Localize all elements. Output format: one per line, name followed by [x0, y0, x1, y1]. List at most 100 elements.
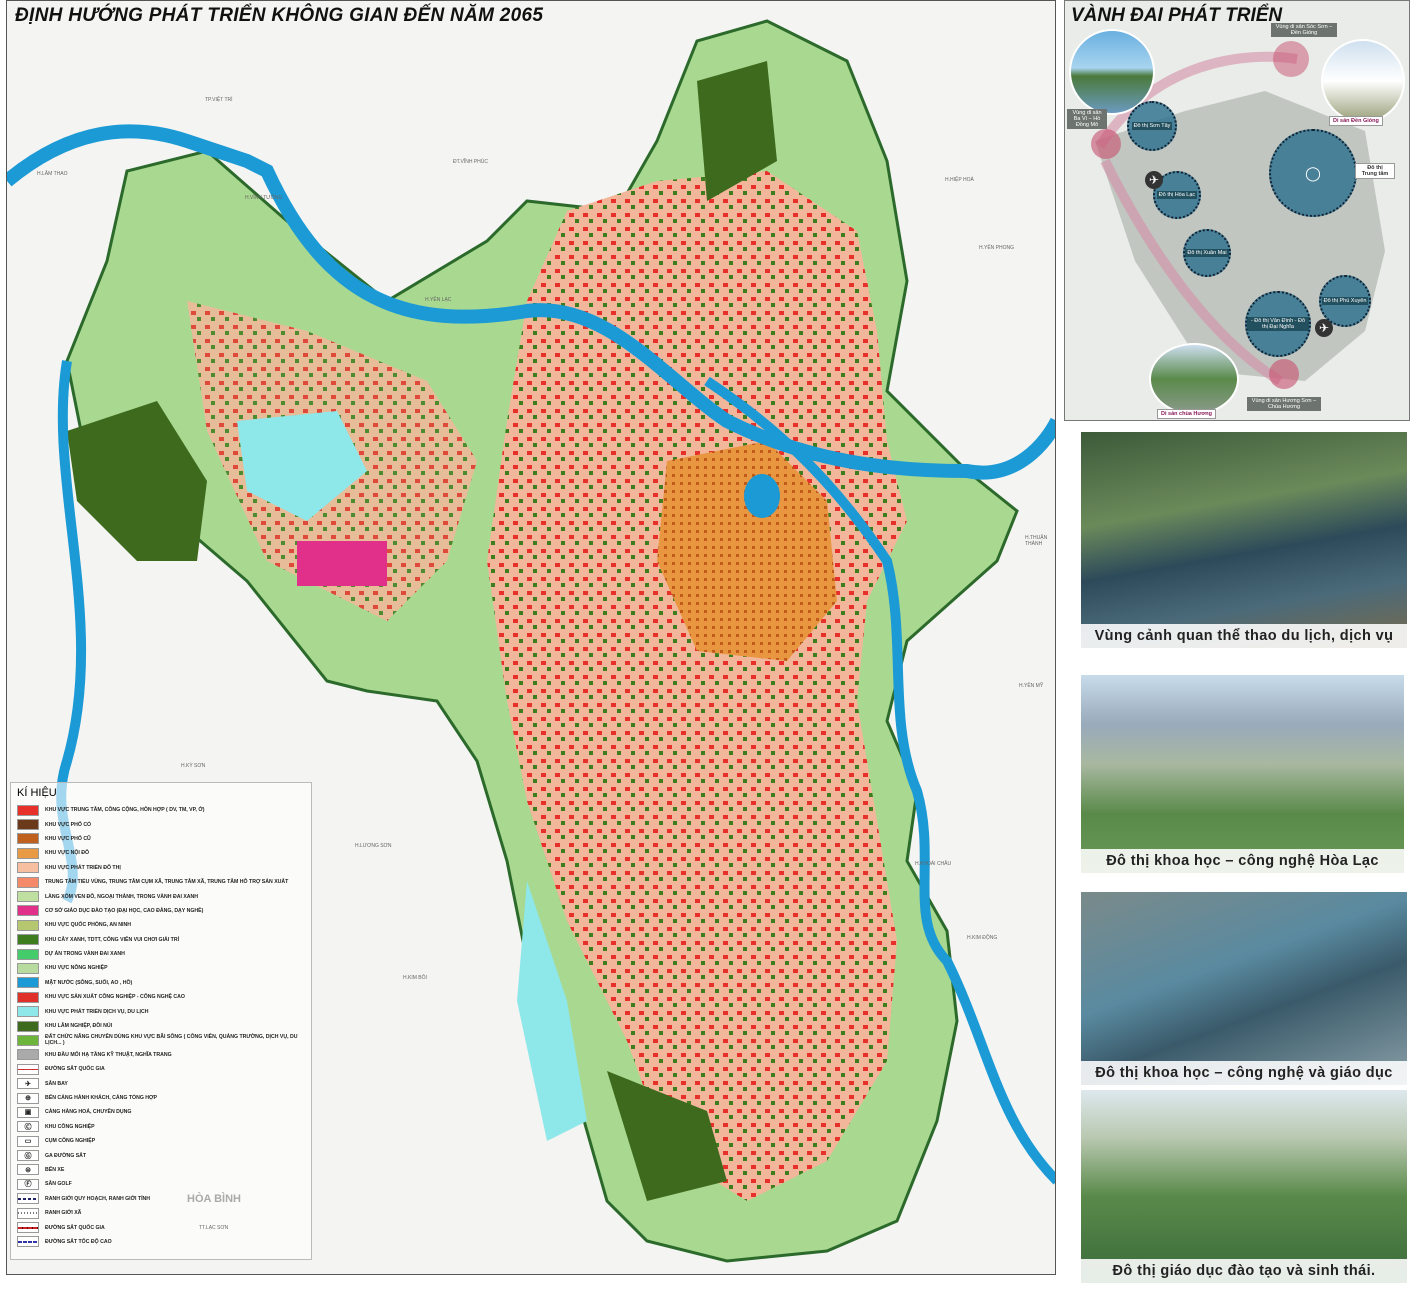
legend-item: KHU VỰC NÔNG NGHIỆP: [17, 961, 305, 975]
legend-label: CỤM CÔNG NGHIỆP: [45, 1138, 96, 1145]
legend-label: BẾN XE: [45, 1166, 65, 1173]
legend-label: GA ĐƯỜNG SẮT: [45, 1152, 87, 1159]
place-label: H.YÊN PHONG: [979, 245, 1015, 251]
legend-swatch: [17, 1063, 39, 1075]
legend-swatch: [17, 876, 39, 888]
legend-item: KHU VỰC PHÁT TRIỂN DỊCH VỤ, DU LỊCH: [17, 1004, 305, 1018]
legend-label: KHU VỰC TRUNG TÂM, CÔNG CỘNG, HỖN HỢP ( …: [45, 807, 205, 814]
place-label: H.THUẬN THÀNH: [1025, 535, 1048, 547]
place-label: TP.VIỆT TRÌ: [205, 97, 233, 103]
legend-label: ĐẤT CHỨC NĂNG CHUYÊN DÙNG KHU VỰC BÃI SÔ…: [45, 1034, 298, 1047]
photo-caption: Vùng cảnh quan thể thao du lịch, dịch vụ: [1081, 624, 1407, 648]
legend-swatch: ▭: [17, 1135, 39, 1147]
legend-item: Ⓕ SÂN GOLF: [17, 1177, 305, 1191]
legend-item: KHU VỰC TRUNG TÂM, CÔNG CỘNG, HỖN HỢP ( …: [17, 803, 305, 817]
legend-item: KHU VỰC SẢN XUẤT CÔNG NGHIỆP - CÔNG NGHỆ…: [17, 990, 305, 1004]
photo-caption: Đô thị giáo dục đào tạo và sinh thái.: [1081, 1259, 1407, 1283]
place-label: TT.LẠC SƠN: [199, 1225, 229, 1231]
legend-label: RANH GIỚI XÃ: [45, 1210, 82, 1217]
photo-label: Di sản chùa Hương: [1157, 409, 1216, 419]
legend-item: ▣ CẢNG HÀNG HOÁ, CHUYÊN DỤNG: [17, 1105, 305, 1119]
legend-item: RANH GIỚI QUY HOẠCH, RANH GIỚI TỈNH: [17, 1192, 305, 1206]
map-legend: KÍ HIỆU KHU VỰC TRUNG TÂM, CÔNG CỘNG, HỖ…: [10, 782, 312, 1260]
legend-label: ĐƯỜNG SẮT QUỐC GIA: [45, 1066, 105, 1073]
legend-swatch: [17, 919, 39, 931]
legend-swatch: Ⓕ: [17, 1178, 39, 1190]
legend-item: ✈ SÂN BAY: [17, 1076, 305, 1090]
legend-item: KHU VỰC NỘI ĐÔ: [17, 846, 305, 860]
photo-caption: Đô thị khoa học – công nghệ Hòa Lạc: [1081, 849, 1404, 873]
belt-node-center: ◯: [1269, 129, 1357, 217]
legend-label: ĐƯỜNG SẮT TỐC ĐỘ CAO: [45, 1238, 112, 1245]
heritage-label: Vùng di sản Ba Vì – Hồ Đồng Mô: [1067, 109, 1107, 129]
legend-label: ĐƯỜNG SẮT QUỐC GIA: [45, 1224, 105, 1231]
legend-item: RANH GIỚI XÃ: [17, 1206, 305, 1220]
place-label: H.YÊN MỸ: [1019, 683, 1044, 689]
development-belt-panel: VÀNH ĐAI PHÁT TRIỂN Đô thị Sơn Tây Đô th…: [1064, 0, 1410, 421]
legend-swatch: [17, 948, 39, 960]
legend-item: ĐƯỜNG SẮT TỐC ĐỘ CAO: [17, 1235, 305, 1249]
legend-swatch: [17, 1207, 39, 1219]
legend-label: KHU VỰC NỘI ĐÔ: [45, 850, 90, 857]
legend-label: SÂN GOLF: [45, 1181, 72, 1188]
legend-item: ĐẤT CHỨC NĂNG CHUYÊN DÙNG KHU VỰC BÃI SÔ…: [17, 1033, 305, 1047]
heritage-zone-marker: [1269, 359, 1299, 389]
legend-label: CƠ SỞ GIÁO DỤC ĐÀO TẠO (ĐẠI HỌC, CAO ĐẲN…: [45, 907, 204, 914]
region-label: HÒA BÌNH: [187, 1193, 241, 1205]
heritage-zone-marker: [1273, 41, 1309, 77]
legend-swatch: [17, 977, 39, 989]
legend-swatch: ✈: [17, 1078, 39, 1090]
legend-label: KHU VỰC QUỐC PHÒNG, AN NINH: [45, 922, 131, 929]
belt-node-van-dinh: - Đô thị Vân Đình - Đô thị Đại Nghĩa: [1245, 291, 1311, 357]
airport-icon: ✈: [1145, 171, 1163, 189]
legend-item: KHU ĐẦU MỐI HẠ TẦNG KỸ THUẬT, NGHĨA TRAN…: [17, 1048, 305, 1062]
legend-label: KHU VỰC NÔNG NGHIỆP: [45, 965, 108, 972]
legend-item: Ⓒ KHU CÔNG NGHIỆP: [17, 1120, 305, 1134]
place-label: H.LÂM THAO: [37, 171, 68, 177]
place-label: H.KHOÁI CHÂU: [915, 861, 952, 867]
legend-label: BẾN CẢNG HÀNH KHÁCH, CẢNG TỔNG HỢP: [45, 1095, 157, 1101]
legend-label: KHU CÂY XANH, TDTT, CÔNG VIÊN VUI CHƠI G…: [45, 936, 180, 943]
place-label: H.KIM ĐỘNG: [967, 935, 998, 941]
legend-swatch: ⊕: [17, 1092, 39, 1104]
legend-item: ⊜ BẾN XE: [17, 1163, 305, 1177]
place-label: H.YÊN LẠC: [425, 297, 452, 303]
legend-swatch: Ⓒ: [17, 1121, 39, 1133]
center-label: Đô thị Trung tâm: [1355, 163, 1395, 179]
legend-swatch: [17, 1020, 39, 1032]
legend-label: KHU LÂM NGHIỆP, ĐỒI NÚI: [45, 1023, 113, 1030]
legend-label: MẶT NƯỚC (SÔNG, SUỐI, AO , HỒ): [45, 979, 133, 986]
legend-swatch: [17, 905, 39, 917]
place-label: H.KỲ SƠN: [181, 763, 206, 769]
legend-label: LÀNG XÓM VEN ĐÔ, NGOẠI THÀNH, TRONG VÀNH…: [45, 893, 199, 900]
legend-label: KHU VỰC SẢN XUẤT CÔNG NGHIỆP - CÔNG NGHỆ…: [45, 994, 185, 1001]
legend-label: KHU VỰC PHÁT TRIỂN DỊCH VỤ, DU LỊCH: [45, 1008, 149, 1015]
legend-item: KHU VỰC QUỐC PHÒNG, AN NINH: [17, 918, 305, 932]
legend-swatch: ▣: [17, 1106, 39, 1118]
photo-tourism-landscape: Vùng cảnh quan thể thao du lịch, dịch vụ: [1081, 432, 1407, 648]
legend-swatch: [17, 819, 39, 831]
legend-swatch: [17, 1236, 39, 1248]
legend-item: ⊕ BẾN CẢNG HÀNH KHÁCH, CẢNG TỔNG HỢP: [17, 1091, 305, 1105]
heritage-zone-marker: [1091, 129, 1121, 159]
legend-item: KHU LÂM NGHIỆP, ĐỒI NÚI: [17, 1019, 305, 1033]
legend-label: TRUNG TÂM TIỂU VÙNG, TRUNG TÂM CỤM XÃ, T…: [45, 879, 289, 886]
belt-node-son-tay: Đô thị Sơn Tây: [1127, 101, 1177, 151]
legend-swatch: ⊜: [17, 1164, 39, 1176]
place-label: H.VĨNH TƯỜNG: [245, 195, 283, 201]
legend-items: KHU VỰC TRUNG TÂM, CÔNG CỘNG, HỖN HỢP ( …: [17, 803, 305, 1249]
legend-swatch: [17, 934, 39, 946]
legend-item: ĐƯỜNG SẮT QUỐC GIA: [17, 1220, 305, 1234]
map-title: ĐỊNH HƯỚNG PHÁT TRIỂN KHÔNG GIAN ĐẾN NĂM…: [15, 5, 544, 26]
den-giong-photo: [1321, 39, 1405, 123]
belt-node-hoa-lac: Đô thị Hòa Lạc: [1153, 171, 1201, 219]
legend-label: CẢNG HÀNG HOÁ, CHUYÊN DỤNG: [45, 1109, 132, 1116]
legend-swatch: [17, 1034, 39, 1046]
photo-label: Di sản Đền Gióng: [1329, 116, 1383, 126]
legend-label: SÂN BAY: [45, 1080, 68, 1087]
legend-swatch: [17, 862, 39, 874]
legend-swatch: [17, 1006, 39, 1018]
legend-label: KHU VỰC PHỐ CŨ: [45, 835, 91, 842]
photo-caption: Đô thị khoa học – công nghệ và giáo dục: [1081, 1061, 1407, 1085]
photo-hoa-lac: Đô thị khoa học – công nghệ Hòa Lạc: [1081, 675, 1404, 873]
